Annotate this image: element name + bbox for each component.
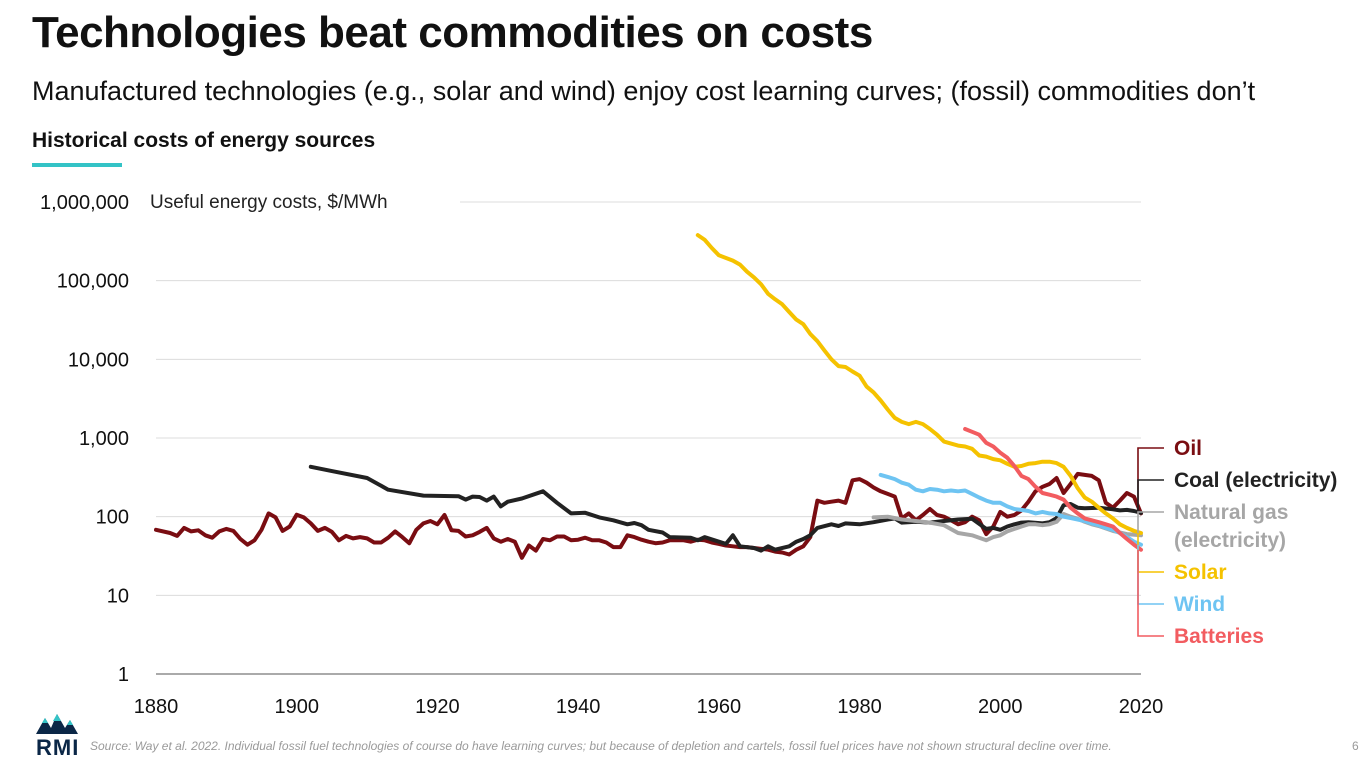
y-tick-label: 100 — [96, 507, 129, 529]
page-number: 6 — [1352, 739, 1359, 753]
x-tick-label: 2020 — [1119, 696, 1164, 718]
y-tick-label: 1,000,000 — [40, 192, 129, 214]
x-tick-label: 2000 — [978, 696, 1023, 718]
series-line-oil — [154, 471, 1143, 560]
y-axis-ticks: 1 10 100 1,000 10,000 100,000 1,000,000 — [40, 192, 129, 686]
series-line-solar — [695, 233, 1143, 535]
y-tick-label: 10,000 — [68, 349, 129, 371]
legend-label: Wind — [1174, 593, 1225, 616]
page-title: Technologies beat commodities on costs — [32, 8, 873, 57]
y-tick-label: 1,000 — [79, 428, 129, 450]
page-subtitle: Manufactured technologies (e.g., solar a… — [32, 76, 1256, 106]
section-accent-underline — [32, 163, 122, 167]
legend-label: Natural gas (electricity) — [1174, 501, 1288, 552]
x-tick-label: 1920 — [415, 696, 460, 718]
y-tick-label: 1 — [118, 664, 129, 686]
chart-series — [154, 233, 1143, 560]
source-note: Source: Way et al. 2022. Individual foss… — [90, 739, 1112, 753]
chart-section-title: Historical costs of energy sources — [32, 129, 376, 152]
chart-legend: Oil Coal (electricity) Natural gas (electri… — [1137, 437, 1337, 648]
legend-connector — [1137, 511, 1164, 536]
legend-label: Batteries — [1174, 625, 1264, 648]
rmi-mountain-logo-icon — [36, 714, 78, 734]
legend-connector — [1137, 479, 1164, 513]
x-tick-label: 1960 — [697, 696, 742, 718]
x-axis-ticks: 1880 1900 1920 1940 1960 1980 2000 2020 — [134, 696, 1164, 718]
x-tick-label: 1980 — [837, 696, 882, 718]
series-line-wind — [878, 472, 1143, 547]
legend-label: Coal (electricity) — [1174, 469, 1337, 492]
rmi-logo-text: RMI — [36, 735, 80, 760]
legend-connector — [1137, 544, 1164, 605]
legend-label: Oil — [1174, 437, 1202, 460]
chart-gridlines — [156, 201, 1141, 675]
y-tick-label: 100,000 — [57, 271, 129, 293]
legend-label: Solar — [1174, 561, 1227, 584]
legend-connector — [1137, 532, 1164, 573]
y-axis-label: Useful energy costs, $/MWh — [150, 192, 388, 213]
legend-connector — [1137, 549, 1164, 637]
x-tick-label: 1880 — [134, 696, 179, 718]
series-line-batteries — [963, 427, 1143, 552]
x-tick-label: 1900 — [274, 696, 319, 718]
y-tick-label: 10 — [107, 585, 129, 607]
x-tick-label: 1940 — [556, 696, 601, 718]
